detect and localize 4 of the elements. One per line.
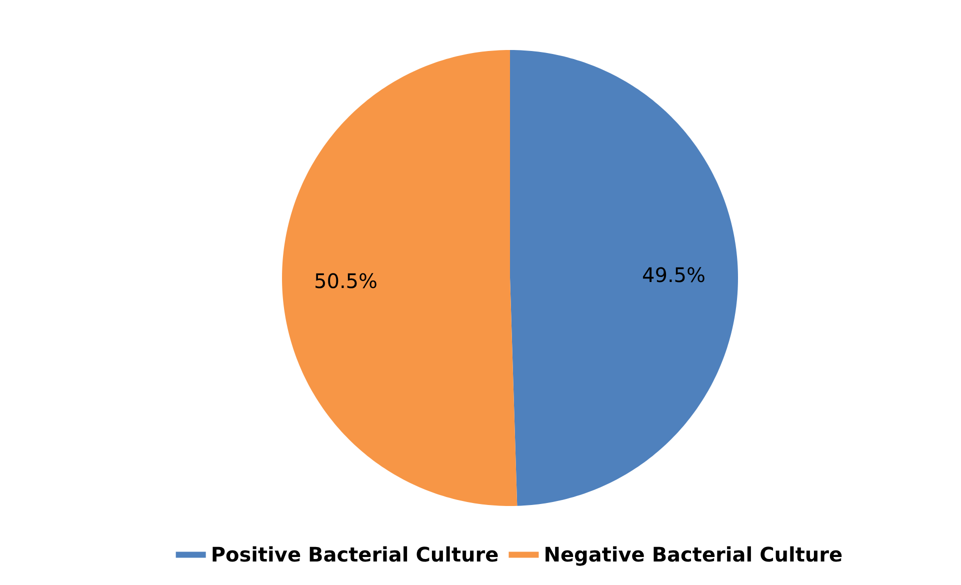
legend-label: Positive Bacterial Culture: [210, 542, 499, 567]
legend-label: Negative Bacterial Culture: [544, 542, 843, 567]
data-label: 50.5%: [314, 269, 378, 293]
data-label: 49.5%: [642, 263, 706, 287]
